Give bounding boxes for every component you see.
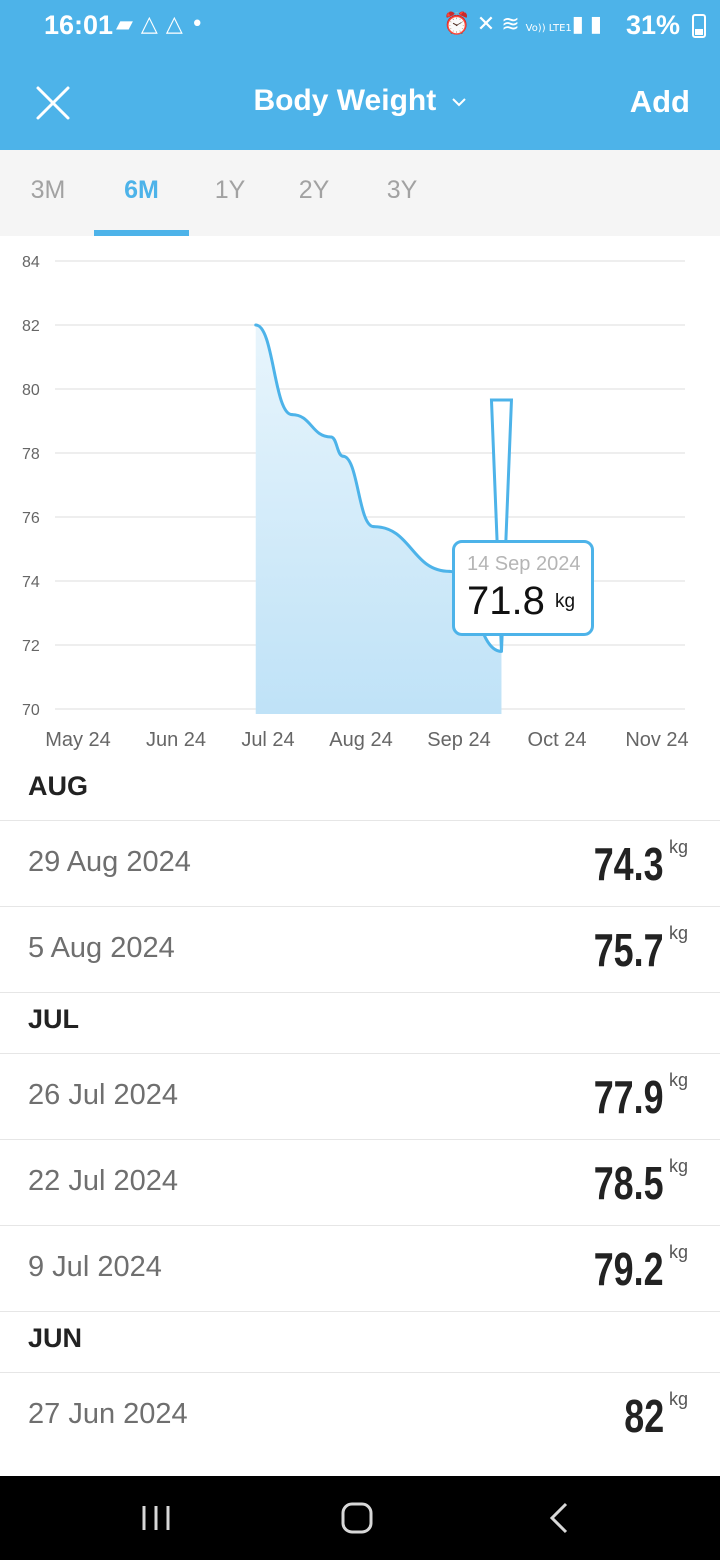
entry-date: 26 Jul 2024 bbox=[28, 1079, 178, 1111]
y-tick-label: 72 bbox=[22, 638, 40, 655]
entry-date: 27 Jun 2024 bbox=[28, 1398, 188, 1430]
weight-area-fill bbox=[255, 325, 502, 714]
tab-1y[interactable]: 1Y bbox=[214, 176, 246, 204]
data-point bbox=[372, 525, 376, 529]
tab-6m[interactable]: 6M bbox=[124, 176, 159, 204]
app-bar: 16:01 ▰△△• ⏰✕≋Vo)) LTE1▮▮ 31% Body Weigh… bbox=[0, 0, 720, 150]
signal-icon: ▮ bbox=[571, 12, 590, 37]
recents-icon bbox=[142, 1506, 170, 1530]
system-icons: ⏰✕≋Vo)) LTE1▮▮ bbox=[443, 12, 608, 37]
data-point bbox=[290, 413, 294, 417]
x-tick-label: Nov 24 bbox=[625, 729, 688, 751]
data-point bbox=[341, 454, 345, 458]
close-button[interactable] bbox=[30, 80, 76, 126]
selected-point-tooltip: 14 Sep 2024 71.8 kg bbox=[452, 540, 594, 636]
y-tick-label: 70 bbox=[22, 702, 40, 719]
recents-button[interactable] bbox=[126, 1496, 186, 1540]
back-icon bbox=[549, 1502, 568, 1534]
x-tick-label: Jul 24 bbox=[241, 729, 294, 751]
notification-icons: ▰△△• bbox=[116, 12, 212, 37]
entry-weight: 79.2 bbox=[594, 1243, 664, 1295]
entry-unit: kg bbox=[668, 1389, 688, 1409]
x-tick-label: May 24 bbox=[45, 729, 111, 751]
entry-unit: kg bbox=[668, 837, 688, 857]
tooltip-unit: kg bbox=[555, 591, 576, 612]
y-tick-label: 82 bbox=[22, 318, 40, 335]
x-tick-label: Oct 24 bbox=[528, 729, 587, 751]
entry-weight: 74.3 bbox=[594, 838, 664, 890]
close-icon bbox=[36, 86, 70, 120]
tab-3y[interactable]: 3Y bbox=[386, 176, 418, 204]
page-title: Body Weight bbox=[253, 84, 437, 117]
entry-unit: kg bbox=[668, 1156, 688, 1176]
entry-date: 9 Jul 2024 bbox=[28, 1251, 162, 1283]
volte-icon: Vo)) LTE1 bbox=[525, 23, 572, 34]
tooltip-date: 14 Sep 2024 bbox=[467, 553, 581, 575]
chat-icon: ▰ bbox=[116, 12, 141, 37]
drive-icon: △ bbox=[140, 12, 166, 37]
entry-unit: kg bbox=[668, 923, 688, 943]
entry-weight: 82 bbox=[624, 1390, 664, 1442]
entry-weight: 75.7 bbox=[594, 924, 664, 976]
y-tick-label: 80 bbox=[22, 382, 40, 399]
add-button[interactable]: Add bbox=[629, 84, 690, 119]
chevron-down-icon bbox=[451, 98, 466, 107]
weight-entry-list: AUG 29 Aug 2024 74.3 kg 5 Aug 2024 75.7 kg JUL 2… bbox=[0, 760, 720, 1458]
dot-icon: • bbox=[190, 12, 212, 37]
weight-entry-row[interactable]: 26 Jul 2024 77.9 kg bbox=[0, 1054, 720, 1140]
status-time: 16:01 bbox=[44, 10, 114, 40]
back-button[interactable] bbox=[530, 1496, 590, 1540]
active-tab-indicator bbox=[94, 230, 189, 236]
battery-icon bbox=[692, 14, 706, 38]
range-tabs: 3M 6M 1Y 2Y 3Y bbox=[0, 150, 720, 236]
weight-chart[interactable]: 70 72 74 76 78 80 82 84 May 24 Jun 24 Jul 24 Aug 24… bbox=[0, 236, 720, 766]
entry-unit: kg bbox=[668, 1242, 688, 1262]
tab-3m[interactable]: 3M bbox=[30, 176, 66, 204]
y-tick-label: 76 bbox=[22, 510, 40, 527]
data-point bbox=[254, 323, 258, 327]
y-tick-label: 74 bbox=[22, 574, 40, 591]
wifi-icon: ≋ bbox=[501, 12, 526, 37]
home-button[interactable] bbox=[327, 1496, 387, 1540]
entry-weight: 77.9 bbox=[594, 1071, 664, 1123]
entry-unit: kg bbox=[668, 1070, 688, 1090]
drive-icon: △ bbox=[165, 12, 191, 37]
tooltip-pointer bbox=[489, 398, 514, 652]
data-point bbox=[448, 569, 452, 573]
weight-entry-row[interactable]: 22 Jul 2024 78.5 kg bbox=[0, 1140, 720, 1226]
data-point bbox=[329, 435, 333, 439]
chart-canvas: 70 72 74 76 78 80 82 84 May 24 Jun 24 Jul 24 Aug 24… bbox=[22, 254, 689, 751]
battery-level: 31% bbox=[625, 10, 680, 40]
home-icon bbox=[341, 1502, 373, 1534]
y-tick-label: 84 bbox=[22, 254, 40, 271]
metric-selector[interactable]: Body Weight bbox=[0, 84, 720, 118]
month-header: JUL bbox=[0, 993, 720, 1054]
mute-icon: ✕ bbox=[476, 12, 502, 37]
alarm-icon: ⏰ bbox=[443, 12, 477, 37]
status-bar: 16:01 ▰△△• ⏰✕≋Vo)) LTE1▮▮ 31% bbox=[0, 0, 720, 52]
tab-2y[interactable]: 2Y bbox=[298, 176, 330, 204]
month-header: JUN bbox=[0, 1312, 720, 1373]
signal-icon: ▮ bbox=[589, 12, 608, 37]
y-tick-label: 78 bbox=[22, 446, 40, 463]
weight-entry-row[interactable]: 27 Jun 2024 82 kg bbox=[0, 1373, 720, 1458]
x-tick-label: Sep 24 bbox=[427, 729, 490, 751]
x-tick-label: Aug 24 bbox=[329, 729, 392, 751]
entry-date: 22 Jul 2024 bbox=[28, 1165, 178, 1197]
weight-entry-row[interactable]: 9 Jul 2024 79.2 kg bbox=[0, 1226, 720, 1312]
entry-date: 5 Aug 2024 bbox=[28, 932, 175, 964]
entry-date: 29 Aug 2024 bbox=[28, 846, 191, 878]
system-nav-bar bbox=[0, 1476, 720, 1560]
weight-entry-row[interactable]: 29 Aug 2024 74.3 kg bbox=[0, 821, 720, 907]
entry-weight: 78.5 bbox=[594, 1157, 664, 1209]
month-header: AUG bbox=[0, 760, 720, 821]
tooltip-value: 71.8 bbox=[467, 579, 545, 623]
x-tick-label: Jun 24 bbox=[146, 729, 206, 751]
weight-entry-row[interactable]: 5 Aug 2024 75.7 kg bbox=[0, 907, 720, 993]
